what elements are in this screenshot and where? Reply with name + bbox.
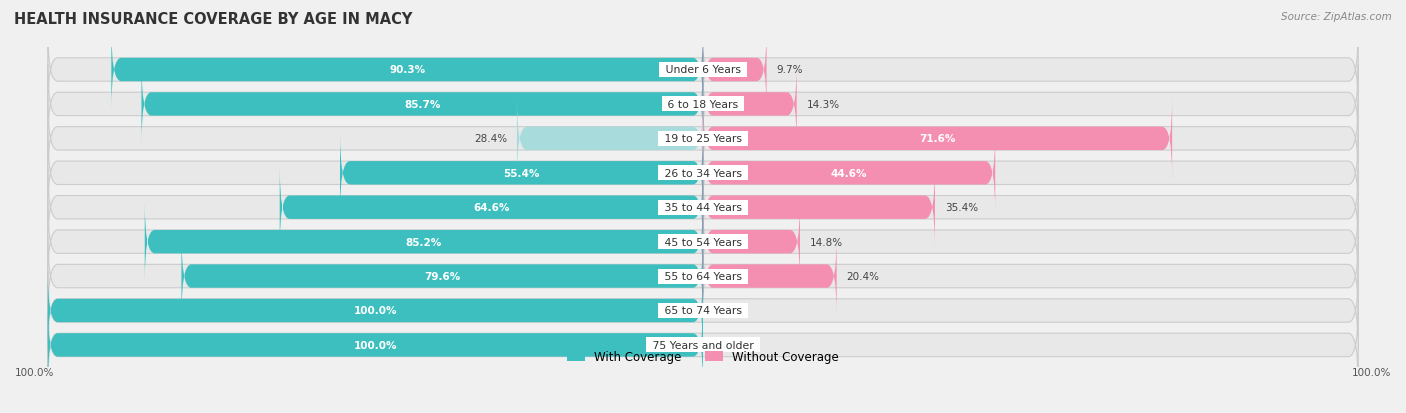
- Text: 64.6%: 64.6%: [474, 203, 509, 213]
- Text: 44.6%: 44.6%: [831, 169, 868, 178]
- Text: 79.6%: 79.6%: [425, 271, 460, 281]
- FancyBboxPatch shape: [280, 168, 703, 247]
- Text: 90.3%: 90.3%: [389, 65, 425, 75]
- FancyBboxPatch shape: [703, 133, 995, 213]
- FancyBboxPatch shape: [48, 133, 1358, 213]
- FancyBboxPatch shape: [48, 168, 1358, 247]
- FancyBboxPatch shape: [48, 271, 703, 351]
- Text: 35.4%: 35.4%: [945, 203, 979, 213]
- Text: 71.6%: 71.6%: [920, 134, 956, 144]
- Text: 55 to 64 Years: 55 to 64 Years: [661, 271, 745, 281]
- Text: 45 to 54 Years: 45 to 54 Years: [661, 237, 745, 247]
- FancyBboxPatch shape: [145, 202, 703, 282]
- FancyBboxPatch shape: [142, 65, 703, 145]
- FancyBboxPatch shape: [703, 99, 1173, 179]
- Legend: With Coverage, Without Coverage: With Coverage, Without Coverage: [562, 346, 844, 368]
- FancyBboxPatch shape: [703, 237, 837, 316]
- FancyBboxPatch shape: [48, 305, 703, 385]
- FancyBboxPatch shape: [340, 133, 703, 213]
- FancyBboxPatch shape: [48, 99, 1358, 179]
- FancyBboxPatch shape: [48, 305, 1358, 385]
- Text: 100.0%: 100.0%: [354, 340, 396, 350]
- Text: 14.3%: 14.3%: [807, 100, 839, 110]
- Text: 20.4%: 20.4%: [846, 271, 880, 281]
- Text: Source: ZipAtlas.com: Source: ZipAtlas.com: [1281, 12, 1392, 22]
- Text: 6 to 18 Years: 6 to 18 Years: [664, 100, 742, 110]
- Text: 55.4%: 55.4%: [503, 169, 540, 178]
- FancyBboxPatch shape: [48, 31, 1358, 110]
- FancyBboxPatch shape: [703, 65, 797, 145]
- Text: 100.0%: 100.0%: [1351, 368, 1391, 377]
- FancyBboxPatch shape: [48, 202, 1358, 282]
- Text: 100.0%: 100.0%: [354, 306, 396, 316]
- FancyBboxPatch shape: [703, 202, 800, 282]
- FancyBboxPatch shape: [181, 237, 703, 316]
- FancyBboxPatch shape: [48, 237, 1358, 316]
- FancyBboxPatch shape: [48, 271, 1358, 351]
- Text: HEALTH INSURANCE COVERAGE BY AGE IN MACY: HEALTH INSURANCE COVERAGE BY AGE IN MACY: [14, 12, 412, 27]
- Text: 35 to 44 Years: 35 to 44 Years: [661, 203, 745, 213]
- FancyBboxPatch shape: [703, 31, 766, 110]
- Text: 14.8%: 14.8%: [810, 237, 844, 247]
- Text: 65 to 74 Years: 65 to 74 Years: [661, 306, 745, 316]
- Text: 9.7%: 9.7%: [776, 65, 803, 75]
- FancyBboxPatch shape: [48, 65, 1358, 145]
- Text: 19 to 25 Years: 19 to 25 Years: [661, 134, 745, 144]
- Text: 100.0%: 100.0%: [15, 368, 55, 377]
- Text: 85.7%: 85.7%: [404, 100, 440, 110]
- FancyBboxPatch shape: [517, 99, 703, 179]
- Text: 75 Years and older: 75 Years and older: [650, 340, 756, 350]
- Text: 28.4%: 28.4%: [474, 134, 508, 144]
- FancyBboxPatch shape: [703, 168, 935, 247]
- Text: 26 to 34 Years: 26 to 34 Years: [661, 169, 745, 178]
- Text: Under 6 Years: Under 6 Years: [662, 65, 744, 75]
- Text: 85.2%: 85.2%: [406, 237, 441, 247]
- FancyBboxPatch shape: [111, 31, 703, 110]
